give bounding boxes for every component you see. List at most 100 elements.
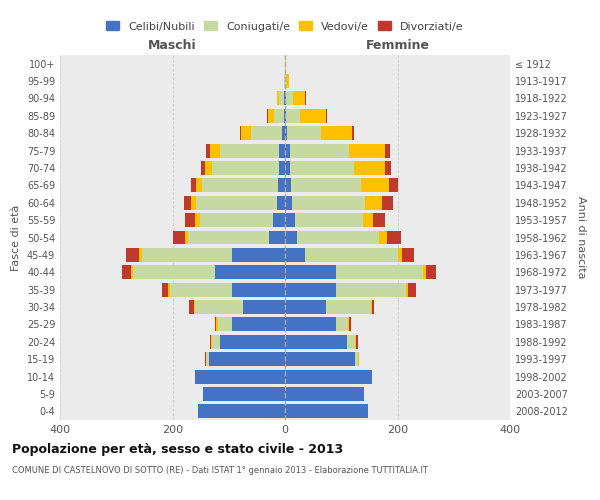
Bar (325, 109, 327, 123)
Bar (385, 144, 389, 158)
Bar (335, 282, 406, 296)
Bar (321, 126, 352, 140)
Bar (131, 266, 133, 279)
Bar (206, 352, 209, 366)
Bar (398, 248, 402, 262)
Bar (356, 335, 358, 348)
Bar (285, 126, 287, 140)
Bar (354, 161, 385, 175)
Bar (285, 387, 364, 401)
Text: COMUNE DI CASTELNOVO DI SOTTO (RE) - Dati ISTAT 1° gennaio 2013 - Elaborazione T: COMUNE DI CASTELNOVO DI SOTTO (RE) - Dat… (12, 466, 428, 475)
Bar (373, 213, 385, 227)
Bar (199, 213, 272, 227)
Bar (278, 178, 285, 192)
Bar (209, 335, 211, 348)
Bar (269, 230, 285, 244)
Bar (185, 230, 188, 244)
Bar (190, 300, 194, 314)
Bar (285, 230, 298, 244)
Bar (285, 92, 286, 106)
Bar (277, 196, 285, 209)
Bar (139, 248, 142, 262)
Bar (361, 178, 389, 192)
Bar (305, 92, 307, 106)
Bar (285, 74, 286, 88)
Bar (349, 318, 351, 332)
Bar (142, 248, 232, 262)
Bar (195, 213, 199, 227)
Bar (127, 248, 139, 262)
Bar (285, 109, 286, 123)
Bar (285, 144, 290, 158)
Bar (240, 126, 241, 140)
Bar (184, 196, 191, 209)
Bar (220, 335, 285, 348)
Bar (347, 335, 355, 348)
Bar (286, 109, 300, 123)
Bar (212, 161, 280, 175)
Bar (203, 387, 285, 401)
Bar (325, 300, 371, 314)
Bar (352, 126, 354, 140)
Bar (285, 300, 325, 314)
Bar (272, 213, 285, 227)
Bar (241, 126, 251, 140)
Bar (133, 266, 215, 279)
Bar (168, 282, 170, 296)
Bar (389, 178, 398, 192)
Bar (163, 282, 168, 296)
Text: Maschi: Maschi (148, 40, 197, 52)
Bar (196, 178, 202, 192)
Bar (243, 300, 285, 314)
Bar (295, 213, 362, 227)
Bar (195, 370, 285, 384)
Bar (382, 196, 393, 209)
Bar (209, 352, 285, 366)
Bar (215, 318, 217, 332)
Bar (280, 144, 285, 158)
Bar (122, 266, 131, 279)
Bar (268, 109, 274, 123)
Bar (286, 92, 293, 106)
Bar (407, 282, 416, 296)
Bar (285, 178, 290, 192)
Bar (285, 282, 335, 296)
Bar (196, 196, 277, 209)
Bar (212, 335, 220, 348)
Text: Femmine: Femmine (365, 40, 430, 52)
Bar (348, 318, 349, 332)
Bar (198, 404, 285, 418)
Bar (191, 178, 196, 192)
Bar (362, 213, 373, 227)
Y-axis label: Anni di nascita: Anni di nascita (576, 196, 586, 279)
Bar (191, 196, 196, 209)
Bar (285, 266, 335, 279)
Bar (285, 404, 368, 418)
Bar (402, 248, 415, 262)
Bar (290, 144, 349, 158)
Bar (292, 196, 365, 209)
Bar (293, 92, 305, 106)
Bar (280, 92, 284, 106)
Bar (285, 56, 286, 70)
Bar (365, 196, 382, 209)
Bar (280, 161, 285, 175)
Bar (277, 92, 280, 106)
Bar (349, 144, 385, 158)
Bar (274, 109, 284, 123)
Bar (355, 352, 358, 366)
Bar (406, 282, 407, 296)
Bar (285, 370, 372, 384)
Bar (285, 352, 355, 366)
Bar (218, 318, 232, 332)
Bar (285, 213, 295, 227)
Bar (284, 109, 285, 123)
Bar (385, 161, 391, 175)
Bar (290, 161, 354, 175)
Legend: Celibi/Nubili, Coniugati/e, Vedovi/e, Divorziati/e: Celibi/Nubili, Coniugati/e, Vedovi/e, Di… (102, 17, 468, 36)
Bar (251, 126, 282, 140)
Bar (282, 126, 285, 140)
Bar (232, 318, 285, 332)
Bar (285, 248, 305, 262)
Bar (284, 92, 285, 106)
